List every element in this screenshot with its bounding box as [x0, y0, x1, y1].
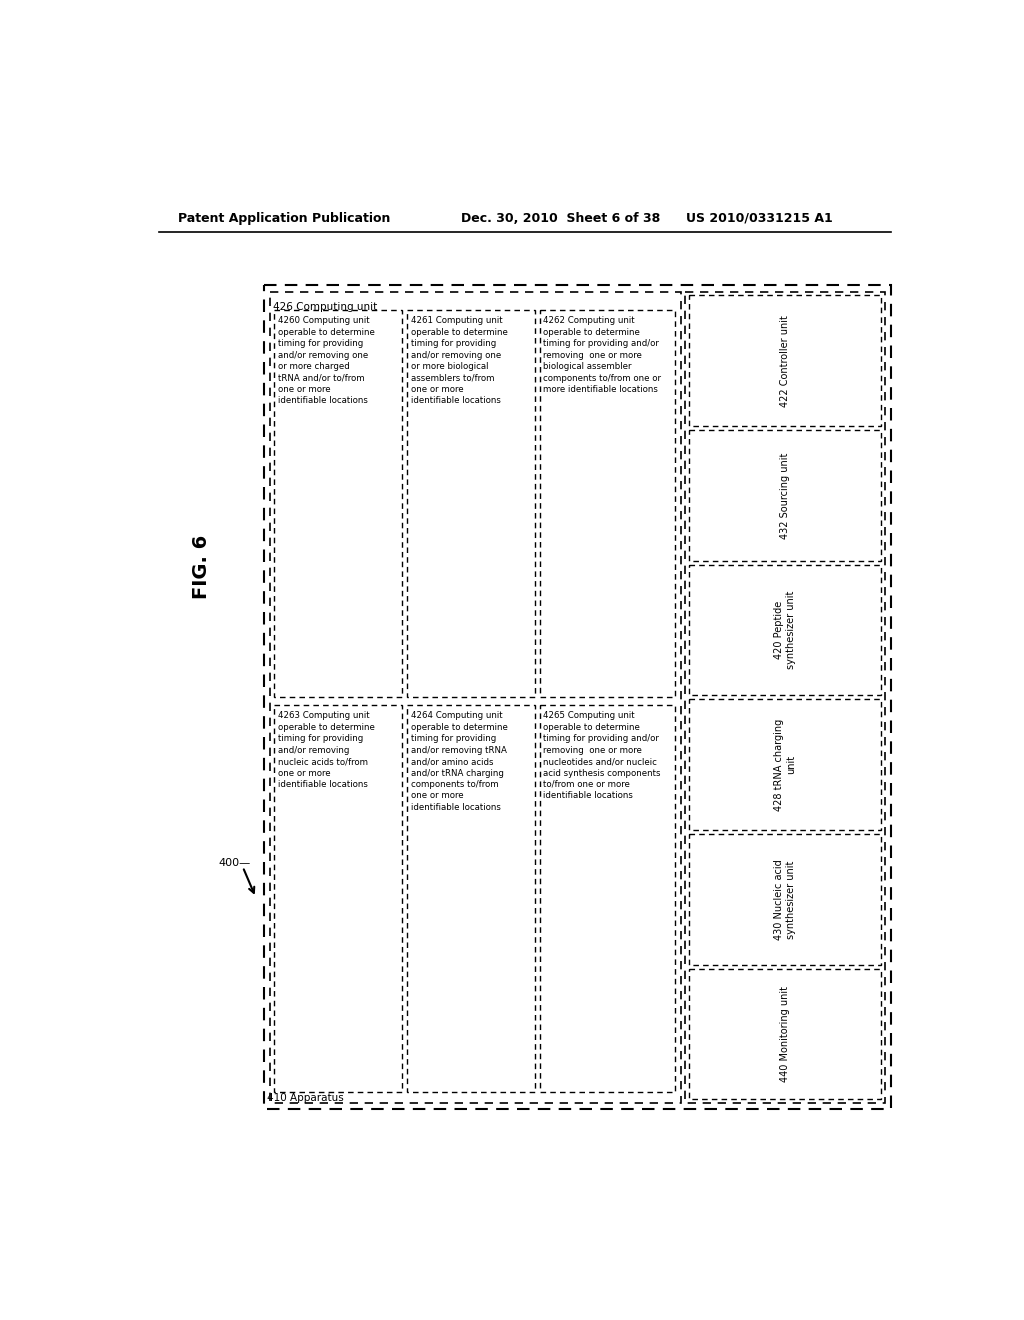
Bar: [685, 292, 885, 1104]
Bar: [270, 292, 681, 1104]
Bar: [689, 700, 882, 830]
Bar: [689, 430, 882, 561]
Text: 426 Computing unit: 426 Computing unit: [273, 302, 377, 313]
Text: 4265 Computing unit
operable to determine
timing for providing and/or
removing  : 4265 Computing unit operable to determin…: [544, 711, 660, 800]
Text: Dec. 30, 2010  Sheet 6 of 38: Dec. 30, 2010 Sheet 6 of 38: [461, 213, 660, 224]
Text: 4264 Computing unit
operable to determine
timing for providing
and/or removing t: 4264 Computing unit operable to determin…: [411, 711, 508, 812]
Text: 440 Monitoring unit: 440 Monitoring unit: [780, 986, 791, 1082]
Text: 430 Nucleic acid
synthesizer unit: 430 Nucleic acid synthesizer unit: [774, 859, 796, 940]
Text: US 2010/0331215 A1: US 2010/0331215 A1: [686, 213, 833, 224]
Bar: [689, 296, 882, 426]
Text: 422 Controller unit: 422 Controller unit: [780, 315, 791, 407]
Bar: [274, 705, 402, 1093]
Text: FIG. 6: FIG. 6: [193, 535, 211, 599]
Bar: [689, 969, 882, 1100]
Text: 400—: 400—: [219, 858, 251, 869]
Text: 4263 Computing unit
operable to determine
timing for providing
and/or removing
n: 4263 Computing unit operable to determin…: [279, 711, 375, 789]
Bar: [274, 310, 402, 697]
Text: Patent Application Publication: Patent Application Publication: [178, 213, 391, 224]
Text: 420 Peptide
synthesizer unit: 420 Peptide synthesizer unit: [774, 591, 796, 669]
Bar: [407, 310, 535, 697]
Bar: [540, 310, 675, 697]
Bar: [689, 565, 882, 696]
Text: 428 tRNA charging
unit: 428 tRNA charging unit: [774, 718, 796, 810]
Text: 4260 Computing unit
operable to determine
timing for providing
and/or removing o: 4260 Computing unit operable to determin…: [279, 317, 375, 405]
Bar: [540, 705, 675, 1093]
Text: 432 Sourcing unit: 432 Sourcing unit: [780, 453, 791, 539]
Text: 410 Apparatus: 410 Apparatus: [266, 1093, 343, 1104]
Bar: [263, 285, 891, 1109]
Text: 4261 Computing unit
operable to determine
timing for providing
and/or removing o: 4261 Computing unit operable to determin…: [411, 317, 508, 405]
Bar: [689, 834, 882, 965]
Text: 4262 Computing unit
operable to determine
timing for providing and/or
removing  : 4262 Computing unit operable to determin…: [544, 317, 662, 393]
Bar: [407, 705, 535, 1093]
